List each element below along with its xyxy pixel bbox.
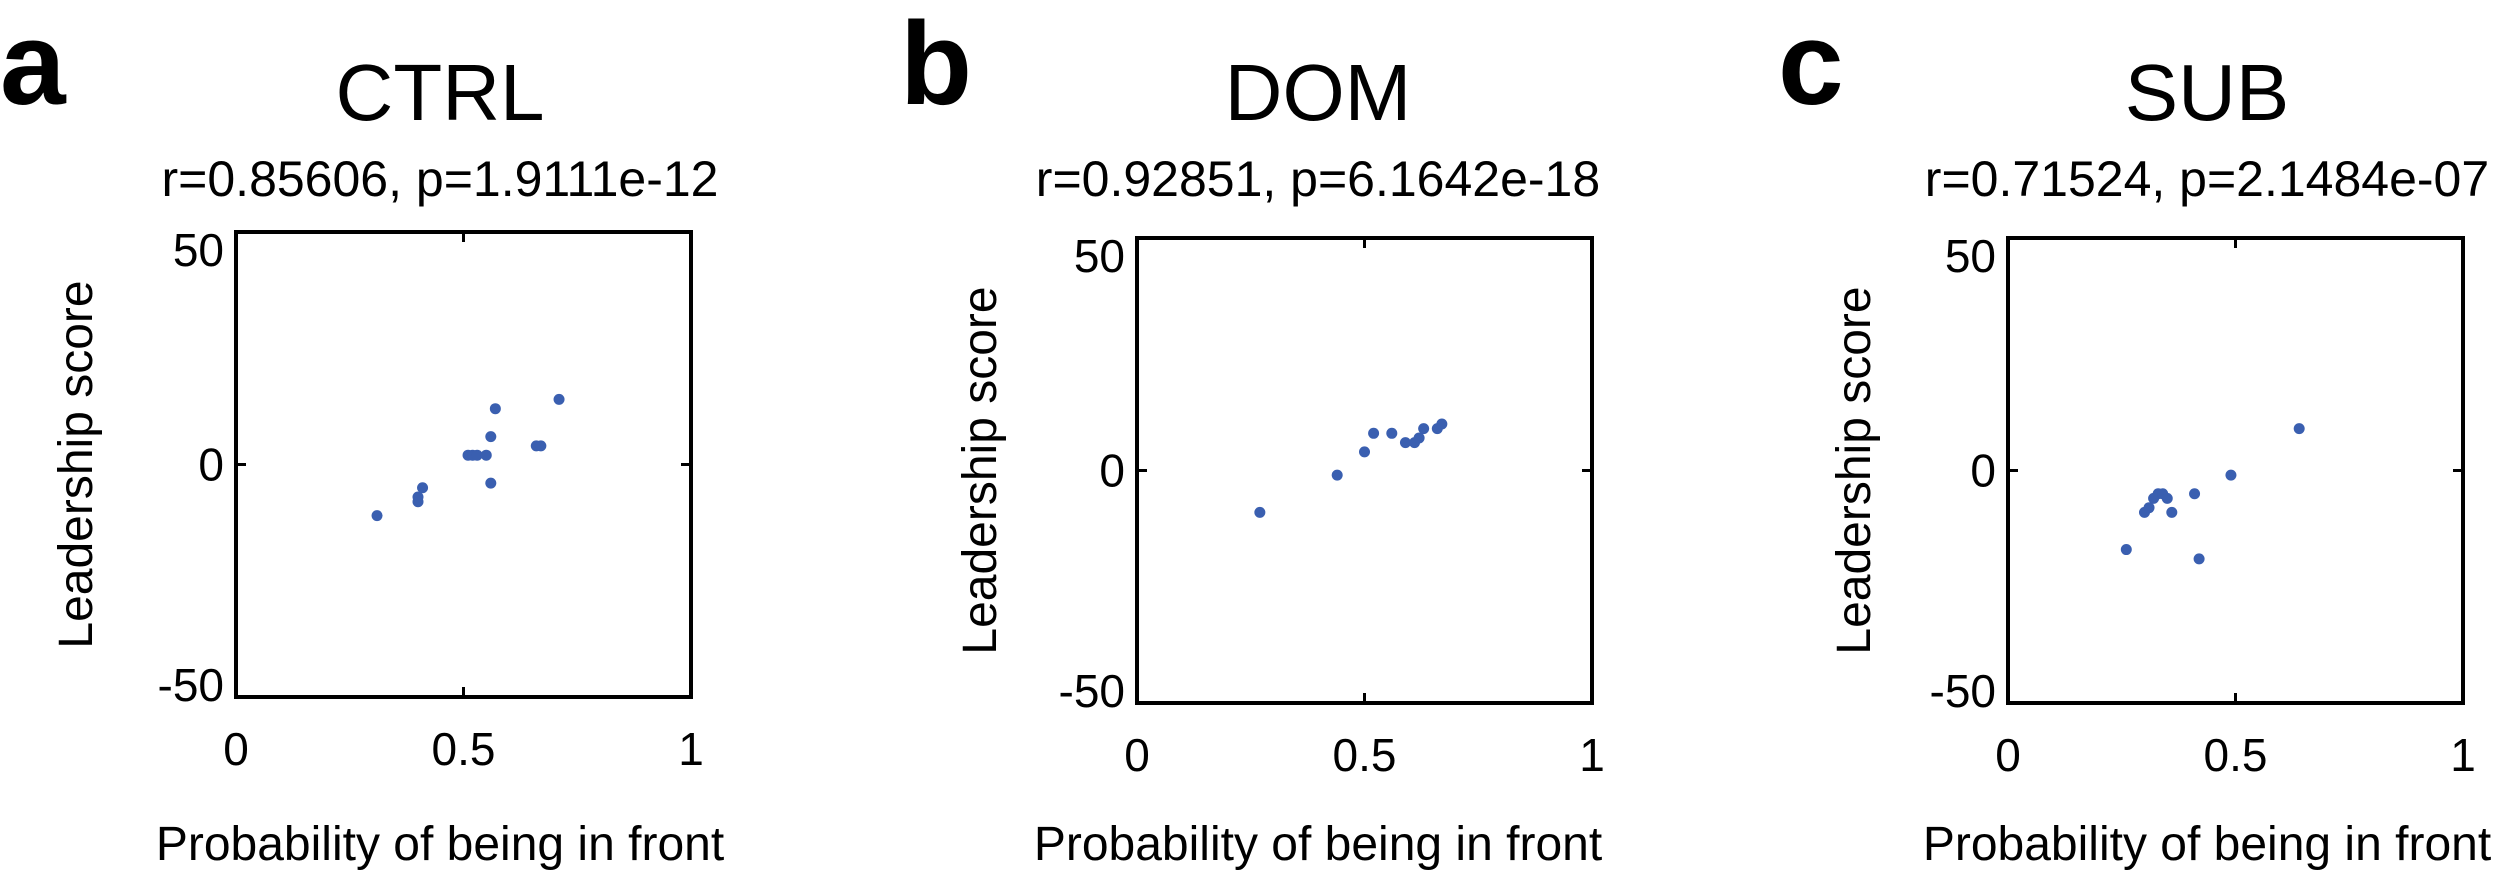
data-point [485,477,497,489]
y-tick-label: 0 [1970,445,1996,497]
x-tick-label: 1 [2450,729,2476,781]
data-point [1254,506,1266,518]
data-point [2120,544,2132,556]
y-tick-label: 50 [173,224,224,276]
plot-area [2006,236,2465,705]
data-point [2193,553,2205,565]
data-point [2225,469,2237,481]
plot-area [1135,236,1594,705]
y-tick-label: 0 [1099,445,1125,497]
y-axis-label: Leadership score [1828,286,1881,654]
x-axis-label: Probability of being in front [1034,818,1602,871]
y-tick-label: 0 [198,439,224,491]
data-point [1368,427,1380,439]
data-point [1331,469,1343,481]
x-tick-label: 0.5 [1333,729,1397,781]
data-point [1386,427,1398,439]
data-point [371,510,383,522]
y-tick-label: -50 [1059,665,1125,717]
data-point [2293,423,2305,435]
panel-title: SUB [2125,48,2290,137]
panel-letter: a [0,0,67,130]
panel-stats: r=0.71524, p=2.1484e-07 [1925,151,2489,207]
y-tick-label: -50 [1930,665,1996,717]
data-point [1418,423,1430,435]
x-tick-label: 0 [1995,729,2021,781]
panel-title: DOM [1225,48,1412,137]
data-point [480,449,492,461]
data-point [553,393,565,405]
panel-stats: r=0.85606, p=1.9111e-12 [162,151,719,207]
x-tick-label: 1 [1579,729,1605,781]
panel-title: CTRL [336,48,545,137]
data-point [489,403,501,415]
plot-area [234,230,693,699]
data-point [1436,418,1448,430]
panel-a: a CTRL r=0.85606, p=1.9111e-12 50 0 -50 0 0.5 1 P… [0,0,724,871]
y-axis-label: Leadership score [954,286,1007,654]
data-point [1359,446,1370,458]
data-point [471,449,483,461]
data-point [485,431,497,443]
x-tick-label: 0.5 [432,723,496,775]
panel-letter: b [900,0,972,130]
x-axis-label: Probability of being in front [156,818,724,871]
y-axis-label: Leadership score [50,280,103,648]
panel-letter: c [1778,0,1844,130]
data-point [2161,492,2173,504]
data-point [417,482,429,494]
data-point [535,440,547,452]
y-tick-label: 50 [1945,230,1996,282]
panel-stats: r=0.92851, p=6.1642e-18 [1036,151,1600,207]
x-tick-label: 0.5 [2204,729,2268,781]
data-point [412,491,424,503]
y-tick-label: 50 [1074,230,1125,282]
y-tick-label: -50 [158,659,224,711]
data-point [2189,488,2201,500]
x-tick-label: 1 [678,723,704,775]
data-point [2143,502,2155,514]
x-tick-label: 0 [1124,729,1150,781]
x-tick-label: 0 [223,723,249,775]
x-axis-label: Probability of being in front [1923,818,2491,871]
panel-c: c SUB r=0.71524, p=2.1484e-07 50 0 -50 0 0.5 1 Pr… [1778,0,2491,871]
data-point [1413,432,1425,444]
data-point [2166,506,2178,518]
panel-b: b DOM r=0.92851, p=6.1642e-18 50 0 -50 0 0.5 1 Pr… [900,0,1605,871]
data-point [1399,437,1411,449]
